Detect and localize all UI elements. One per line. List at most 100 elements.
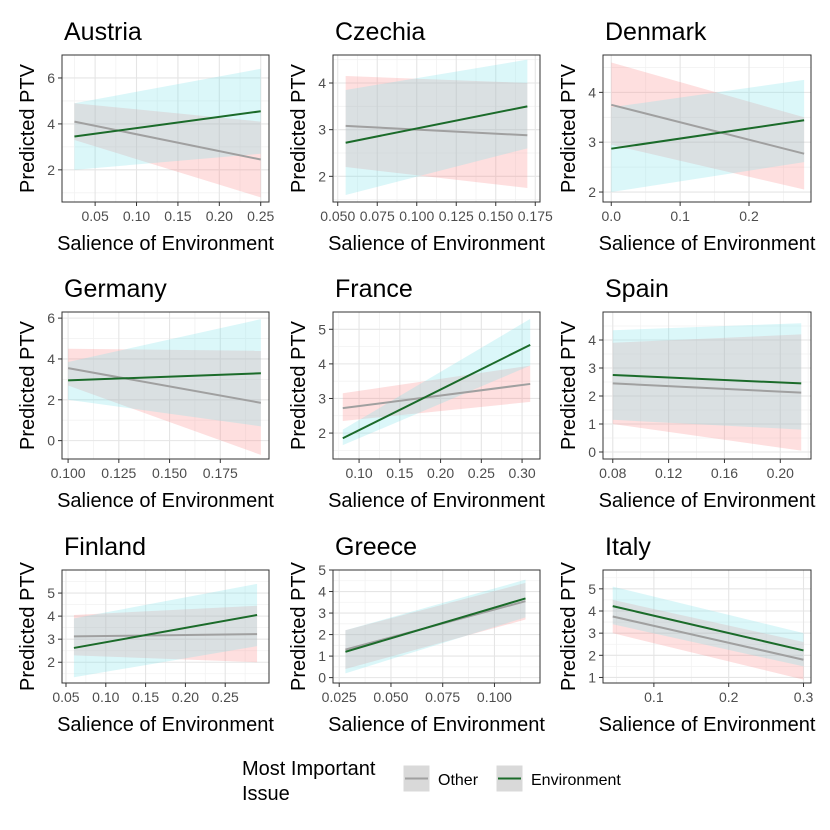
panel-title: Germany bbox=[64, 275, 167, 303]
y-axis-title: Predicted PTV bbox=[558, 561, 580, 691]
series-line-environment bbox=[345, 105, 528, 144]
panel-finland: 0.05 0.10 0.15 0.20 0.25 2 3 4 5 Finland Salience … bbox=[17, 533, 274, 736]
x-tick-label: 0.25 bbox=[468, 465, 495, 481]
y-tick-label: 3 bbox=[318, 605, 326, 621]
plot-area bbox=[611, 62, 805, 193]
ribbon-environment bbox=[74, 68, 261, 170]
panel-border bbox=[602, 54, 812, 203]
x-axis-title: Salience of Environment bbox=[328, 714, 545, 736]
legend-title-line-2: Issue bbox=[242, 783, 290, 805]
y-tick-label: 4 bbox=[588, 603, 596, 619]
panel-axes: 0.1 0.2 0.3 1 2 3 4 5 bbox=[588, 581, 813, 705]
x-axis-title: Salience of Environment bbox=[57, 490, 274, 512]
panel-axes: 0.05 0.10 0.15 0.20 0.25 2 3 4 5 bbox=[47, 585, 239, 705]
x-tick-label: 0.1 bbox=[670, 208, 690, 224]
x-tick-label: 0.20 bbox=[172, 689, 199, 705]
y-tick-label: 4 bbox=[318, 75, 326, 91]
y-tick-label: 4 bbox=[588, 332, 596, 348]
x-tick-label: 0.025 bbox=[322, 689, 357, 705]
panel-border bbox=[61, 311, 270, 460]
panel-title: France bbox=[335, 275, 413, 303]
y-tick-label: 5 bbox=[318, 562, 326, 578]
panel-title: Finland bbox=[64, 533, 146, 561]
ribbon-environment bbox=[345, 59, 528, 195]
ribbon-other bbox=[612, 334, 802, 451]
y-axis-title: Predicted PTV bbox=[288, 561, 310, 691]
x-tick-label: 0.2 bbox=[719, 689, 739, 705]
panel-title: Spain bbox=[605, 275, 669, 303]
y-tick-label: 0 bbox=[47, 433, 55, 449]
series-line-other bbox=[612, 382, 802, 394]
y-tick-label: 4 bbox=[588, 84, 596, 100]
y-tick-label: 3 bbox=[588, 134, 596, 150]
y-tick-label: 1 bbox=[588, 416, 596, 432]
y-tick-label: 4 bbox=[318, 584, 326, 600]
panel-border bbox=[602, 311, 812, 460]
x-tick-label: 0.25 bbox=[212, 689, 239, 705]
plot-area bbox=[342, 318, 531, 446]
x-tick-label: 0.050 bbox=[320, 208, 355, 224]
plot-area bbox=[67, 319, 262, 455]
x-tick-label: 0.100 bbox=[51, 465, 86, 481]
panel-axes: 0.025 0.050 0.075 0.100 0 1 2 3 4 5 bbox=[318, 562, 512, 705]
x-axis-title: Salience of Environment bbox=[328, 490, 545, 512]
ribbon-environment bbox=[68, 319, 261, 427]
panel-spain: 0.08 0.12 0.16 0.20 0 1 2 3 4 Spain Salience of En… bbox=[558, 275, 816, 512]
y-tick-label: 3 bbox=[318, 390, 326, 406]
panel-czechia: 0.050 0.075 0.100 0.125 0.150 0.175 2 3 4 Czechia… bbox=[288, 18, 553, 255]
series-line-environment bbox=[68, 372, 261, 382]
series-line-other bbox=[67, 367, 262, 404]
panel-border bbox=[61, 569, 270, 684]
plot-area bbox=[74, 68, 261, 198]
panel-grid bbox=[603, 55, 811, 202]
x-tick-label: 0.100 bbox=[477, 689, 512, 705]
y-axis-title: Predicted PTV bbox=[558, 63, 580, 193]
x-tick-label: 0.08 bbox=[599, 465, 626, 481]
panel-border bbox=[332, 569, 541, 684]
plot-area bbox=[612, 323, 802, 451]
x-tick-label: 0.3 bbox=[794, 689, 814, 705]
ribbon-environment bbox=[612, 323, 802, 430]
panel-axes: 0.10 0.15 0.20 0.25 0.30 2 3 4 5 bbox=[318, 321, 536, 481]
panel-title: Denmark bbox=[605, 18, 707, 46]
y-tick-label: 2 bbox=[47, 162, 55, 178]
plot-area bbox=[73, 583, 258, 678]
panel-title: Greece bbox=[335, 533, 417, 561]
series-line-environment bbox=[612, 374, 802, 385]
x-tick-label: 0.2 bbox=[739, 208, 759, 224]
panel-austria: 0.05 0.10 0.15 0.20 0.25 2 4 6 Austria Salience o… bbox=[17, 18, 275, 255]
panel-grid bbox=[603, 312, 811, 459]
x-tick-label: 0.16 bbox=[711, 465, 738, 481]
series-line-environment bbox=[611, 119, 805, 150]
x-tick-label: 0.15 bbox=[386, 465, 413, 481]
y-tick-label: 2 bbox=[318, 425, 326, 441]
ribbon-other bbox=[612, 599, 804, 680]
panel-title: Austria bbox=[64, 18, 142, 46]
y-tick-label: 2 bbox=[588, 647, 596, 663]
ribbon-other bbox=[611, 62, 805, 190]
x-tick-label: 0.150 bbox=[478, 208, 513, 224]
series-line-environment bbox=[342, 343, 531, 440]
ribbon-other bbox=[342, 365, 531, 421]
panel-title: Czechia bbox=[335, 18, 425, 46]
x-tick-label: 0.10 bbox=[92, 689, 119, 705]
panel-greece: 0.025 0.050 0.075 0.100 0 1 2 3 4 5 Greece Salience… bbox=[288, 533, 545, 736]
x-tick-label: 0.30 bbox=[508, 465, 535, 481]
x-axis-title: Salience of Environment bbox=[57, 714, 274, 736]
x-tick-label: 0.125 bbox=[439, 208, 474, 224]
panel-axes: 0.05 0.10 0.15 0.20 0.25 2 4 6 bbox=[47, 70, 274, 224]
y-tick-label: 2 bbox=[47, 654, 55, 670]
y-tick-label: 3 bbox=[588, 625, 596, 641]
x-axis-title: Salience of Environment bbox=[599, 714, 816, 736]
x-axis-title: Salience of Environment bbox=[328, 233, 545, 255]
y-tick-label: 3 bbox=[318, 122, 326, 138]
x-tick-label: 0.05 bbox=[81, 208, 108, 224]
ribbon-other bbox=[345, 76, 528, 188]
x-tick-label: 0.20 bbox=[427, 465, 454, 481]
x-tick-label: 0.20 bbox=[206, 208, 233, 224]
series-line-other bbox=[73, 633, 258, 638]
y-axis-title: Predicted PTV bbox=[17, 63, 39, 193]
panel-axes: 0.08 0.12 0.16 0.20 0 1 2 3 4 bbox=[588, 332, 794, 481]
y-tick-label: 6 bbox=[47, 70, 55, 86]
